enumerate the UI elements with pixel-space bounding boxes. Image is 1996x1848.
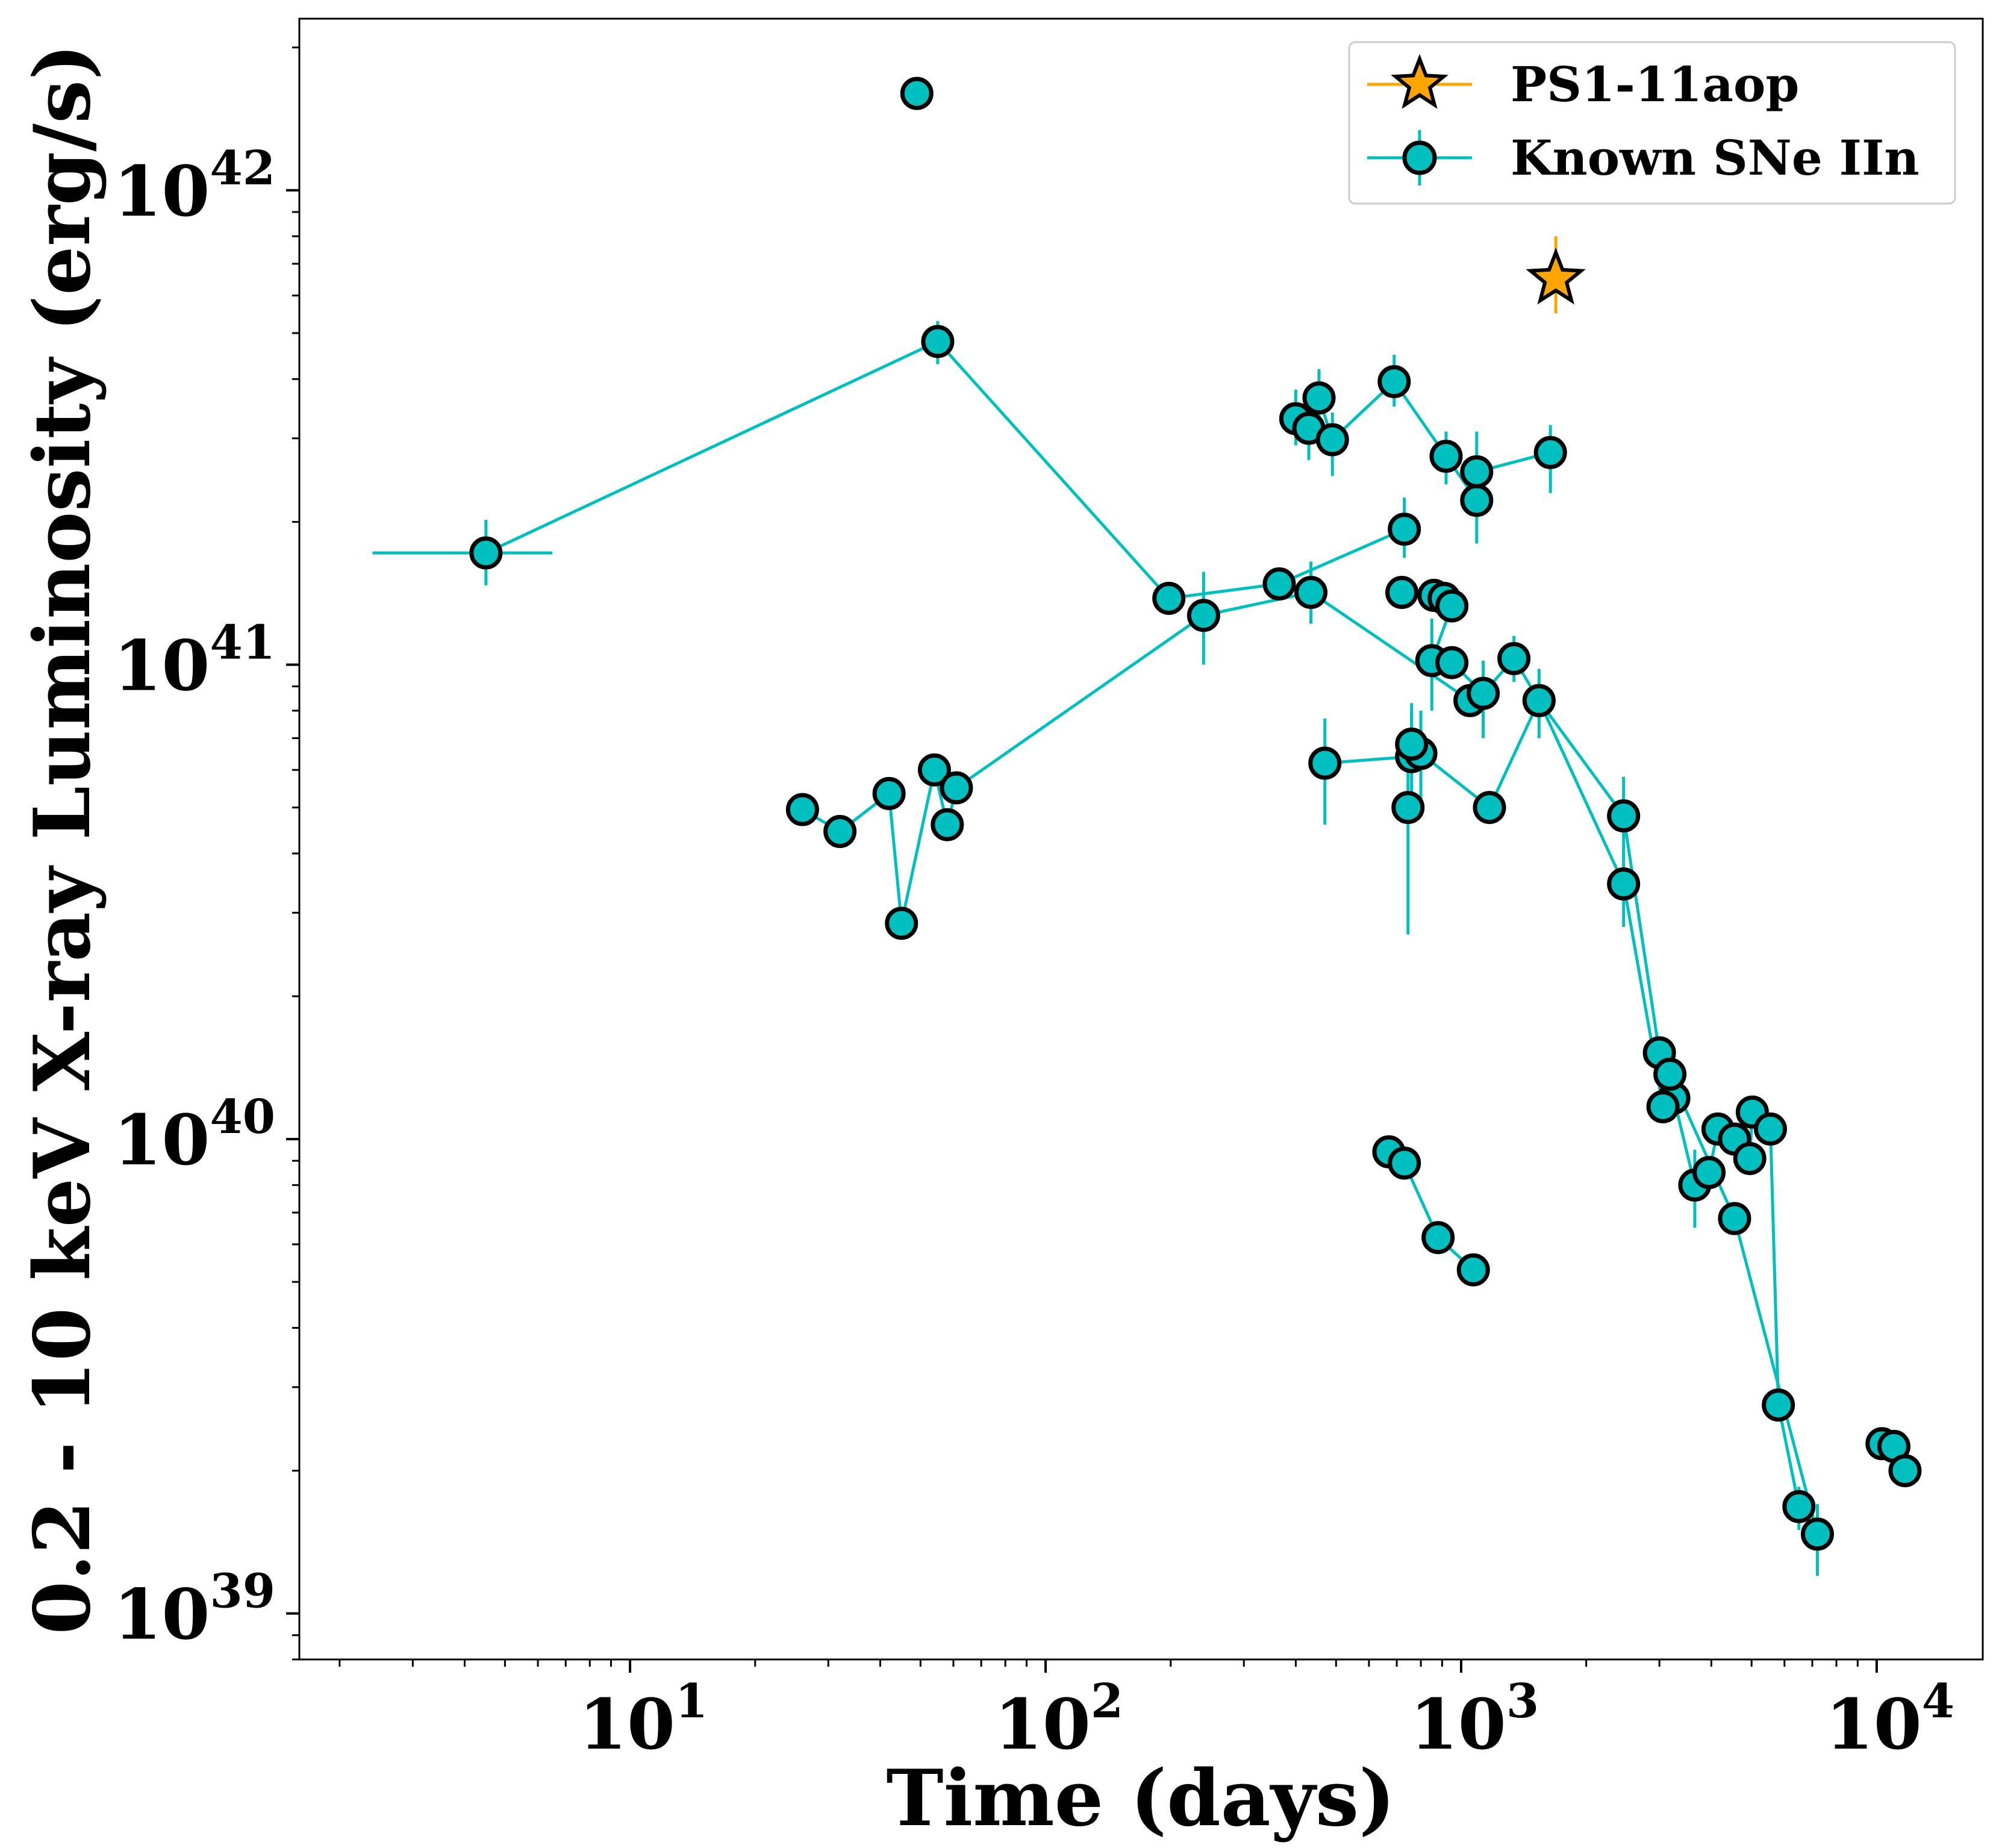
- data-point-known-sne-iin: [1467, 676, 1500, 710]
- data-point-known-sne-iin: [1762, 1388, 1795, 1422]
- x-tick-label: 101: [579, 1674, 708, 1765]
- data-point-known-sne-iin: [1800, 1517, 1834, 1551]
- y-tick-label-exponent: 39: [210, 1564, 275, 1619]
- series-line-known-sne-iin: [802, 591, 1471, 925]
- data-point-known-sne-iin: [1435, 589, 1469, 623]
- data-point-known-sne-iin: [1733, 1141, 1767, 1175]
- plot-frame: [298, 17, 1984, 1661]
- axis-ticks: [286, 46, 1878, 1673]
- data-point-known-sne-iin: [1421, 1221, 1455, 1255]
- data-point-known-sne-iin: [1377, 365, 1411, 399]
- y-tick-label-base: 10: [113, 1100, 210, 1181]
- x-tick-label-exponent: 2: [1091, 1674, 1123, 1729]
- x-tick-label-base: 10: [1826, 1684, 1922, 1765]
- x-tick-label-base: 10: [579, 1684, 675, 1765]
- data-point-known-sne-iin: [1646, 1090, 1680, 1123]
- data-point-known-sne-iin: [785, 793, 819, 826]
- data-point-known-sne-iin: [1391, 791, 1425, 825]
- data-point-known-sne-iin: [1456, 1253, 1490, 1287]
- x-axis-label: Time (days): [886, 1753, 1395, 1844]
- y-tick-label-base: 10: [113, 151, 210, 233]
- y-tick-label-exponent: 40: [210, 1090, 275, 1144]
- data-point-known-sne-iin: [1782, 1490, 1816, 1523]
- y-tick-label-base: 10: [113, 625, 210, 707]
- data-point-known-sne-iin: [1262, 567, 1296, 601]
- data-point-known-sne-iin: [1473, 791, 1506, 825]
- data-point-known-sne-iin: [1653, 1057, 1687, 1091]
- data-point-known-sne-iin: [940, 771, 973, 805]
- x-tick-label-exponent: 1: [675, 1674, 708, 1729]
- data-point-known-sne-iin: [1388, 513, 1421, 546]
- data-point-known-sne-iin: [1607, 867, 1641, 901]
- x-tick-label-base: 10: [994, 1684, 1091, 1765]
- data-point-known-sne-iin: [1308, 746, 1342, 780]
- data-point-known-sne-iin: [1187, 599, 1220, 632]
- x-tick-label-base: 10: [1410, 1684, 1506, 1765]
- legend-circle-marker: [1402, 140, 1437, 175]
- data-point-known-sne-iin: [1533, 435, 1567, 469]
- legend-label-known-sne-iin: Known SNe IIn: [1511, 130, 1920, 186]
- legend-frame: [1348, 41, 1956, 205]
- y-tick-label: 1040: [113, 1090, 275, 1181]
- data-point-known-sne-iin: [931, 808, 964, 841]
- legend-entry-known-sne-iin: Known SNe IIn: [1367, 130, 1920, 186]
- data-point-known-sne-iin: [917, 753, 951, 787]
- data-point-known-sne-iin: [1302, 381, 1336, 415]
- data-point-known-sne-iin: [1753, 1112, 1787, 1146]
- legend-entry-ps1-11aop: PS1-11aop: [1367, 54, 1799, 113]
- data-point-known-sne-iin: [1460, 455, 1494, 489]
- x-tick-label-exponent: 4: [1922, 1674, 1954, 1729]
- data-point-known-sne-iin: [1395, 727, 1429, 761]
- y-tick-label-exponent: 42: [210, 141, 275, 196]
- data-point-known-sne-iin: [1435, 646, 1469, 679]
- data-point-ps1-11aop: [1526, 247, 1586, 305]
- y-tick-label-base: 10: [113, 1575, 210, 1656]
- data-point-known-sne-iin: [1294, 576, 1328, 610]
- legend-star-marker: [1391, 54, 1449, 109]
- legend: PS1-11aop Known SNe IIn: [1348, 41, 1956, 205]
- data-point-known-sne-iin: [1388, 1146, 1421, 1180]
- data-point-known-sne-iin: [921, 325, 955, 358]
- x-tick-label-exponent: 3: [1506, 1674, 1539, 1729]
- data-point-known-sne-iin: [1497, 641, 1531, 675]
- data-point-known-sne-iin: [1460, 484, 1494, 517]
- data-point-known-sne-iin: [1888, 1454, 1922, 1488]
- x-tick-label: 104: [1826, 1674, 1954, 1765]
- data-point-known-sne-iin: [1429, 439, 1463, 473]
- y-tick-label: 1041: [113, 615, 275, 707]
- data-point-known-sne-iin: [900, 76, 934, 110]
- data-point-known-sne-iin: [1718, 1202, 1751, 1235]
- data-point-known-sne-iin: [1522, 684, 1556, 717]
- x-tick-label: 103: [1410, 1674, 1539, 1765]
- plot-data: [372, 76, 1922, 1576]
- data-point-known-sne-iin: [1692, 1156, 1726, 1190]
- data-markers: [469, 76, 1922, 1551]
- x-tick-label: 102: [994, 1674, 1123, 1765]
- data-point-known-sne-iin: [1385, 576, 1419, 610]
- y-tick-label-exponent: 41: [210, 615, 275, 670]
- data-point-known-sne-iin: [1607, 799, 1641, 833]
- y-tick-label: 1039: [113, 1564, 275, 1656]
- data-point-known-sne-iin: [823, 814, 857, 848]
- y-axis-label: 0.2 - 10 keV X-ray Luminosity (erg/s): [17, 43, 108, 1634]
- data-point-known-sne-iin: [872, 776, 906, 810]
- data-point-known-sne-iin: [1152, 581, 1186, 615]
- data-point-known-sne-iin: [469, 536, 503, 570]
- legend-label-ps1-11aop: PS1-11aop: [1511, 56, 1799, 113]
- data-point-known-sne-iin: [1315, 423, 1349, 457]
- y-tick-label: 1042: [113, 141, 275, 233]
- data-point-known-sne-iin: [885, 907, 918, 940]
